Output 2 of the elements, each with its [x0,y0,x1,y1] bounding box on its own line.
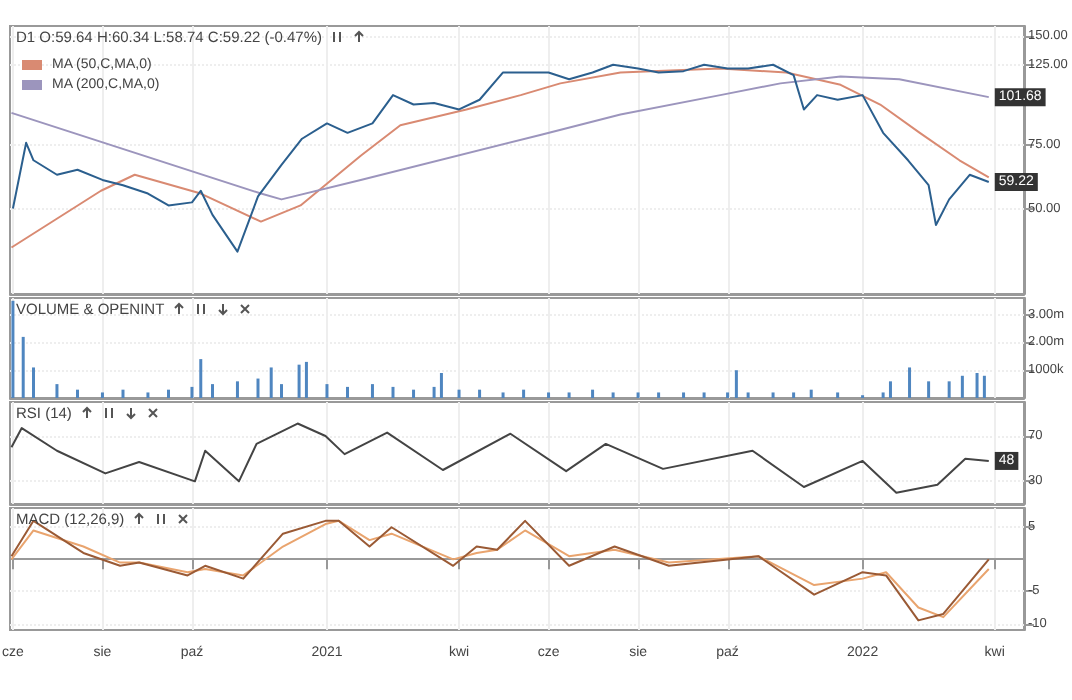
line-series [10,75,990,201]
line-series [10,422,990,494]
